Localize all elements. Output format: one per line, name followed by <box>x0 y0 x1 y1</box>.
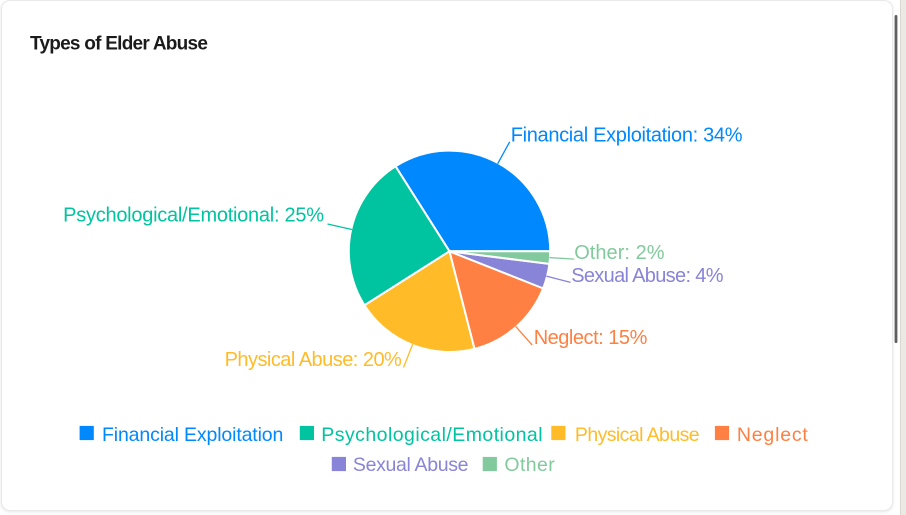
svg-text:Neglect: 15%: Neglect: 15% <box>534 327 648 349</box>
svg-text:Sexual Abuse: 4%: Sexual Abuse: 4% <box>571 265 724 287</box>
svg-text:Other: Other <box>504 454 555 476</box>
svg-text:Financial Exploitation: 34%: Financial Exploitation: 34% <box>511 125 743 147</box>
svg-text:Other: 2%: Other: 2% <box>574 242 665 264</box>
svg-text:Physical Abuse: 20%: Physical Abuse: 20% <box>225 349 402 371</box>
svg-text:Psychological/Emotional: 25%: Psychological/Emotional: 25% <box>63 204 324 226</box>
svg-text:Types of Elder Abuse: Types of Elder Abuse <box>30 33 207 54</box>
svg-text:Financial Exploitation: Financial Exploitation <box>102 424 283 446</box>
svg-text:Neglect: Neglect <box>737 424 809 446</box>
svg-text:Sexual Abuse: Sexual Abuse <box>353 454 468 476</box>
svg-text:Physical Abuse: Physical Abuse <box>575 424 699 446</box>
svg-text:Psychological/Emotional: Psychological/Emotional <box>321 424 543 446</box>
